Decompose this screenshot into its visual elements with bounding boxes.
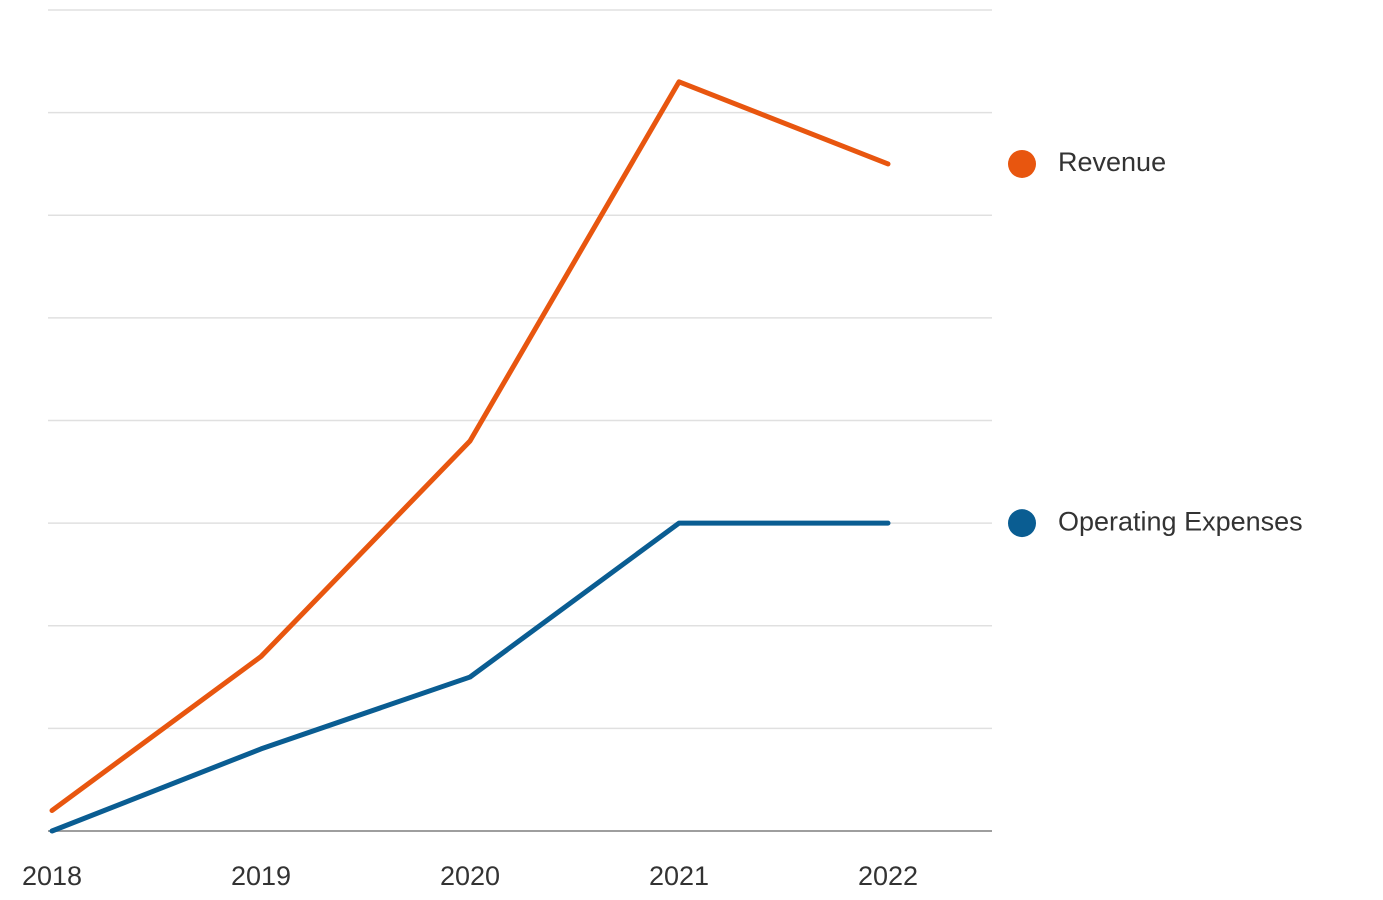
x-tick-label: 2018 (22, 861, 82, 891)
x-tick-label: 2019 (231, 861, 291, 891)
x-tick-label: 2020 (440, 861, 500, 891)
series-line (49, 520, 891, 834)
legend-marker (1008, 149, 1036, 178)
legend-label: Operating Expenses (1058, 506, 1303, 536)
x-tick-label: 2021 (649, 861, 709, 891)
series-line (49, 79, 891, 813)
legend-label: Revenue (1058, 147, 1166, 177)
legend-marker (1008, 509, 1036, 538)
x-tick-label: 2022 (858, 861, 918, 891)
